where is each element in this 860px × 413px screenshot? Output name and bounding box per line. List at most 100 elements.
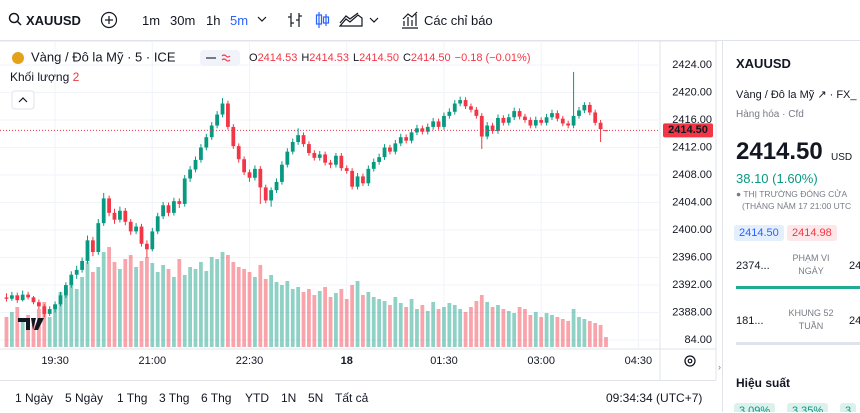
range-button[interactable]: 5 Ngày (65, 391, 104, 405)
interval[interactable]: 1h (206, 13, 221, 28)
add-symbol[interactable] (100, 11, 118, 29)
range-button[interactable]: 3 Thg (159, 391, 190, 405)
y-tick-label: 2408.00 (672, 169, 712, 181)
collapse-icon (18, 97, 28, 103)
range-button[interactable]: Tất cả (335, 391, 369, 405)
y-tick-label: 2420.00 (672, 86, 712, 98)
candle-body (258, 168, 263, 188)
candle-body (145, 243, 149, 250)
y-tick-label: 2392.00 (672, 279, 712, 291)
volume-bar (366, 292, 371, 347)
x-tick-label: 18 (341, 355, 353, 367)
x-tick-label: 21:00 (139, 355, 167, 367)
badge-icon (221, 54, 231, 62)
chart-style-icons[interactable] (288, 11, 388, 29)
candle-body (296, 135, 301, 143)
volume-bar (258, 265, 263, 347)
candle-body (506, 117, 511, 123)
symbol-logo (12, 52, 24, 64)
volume-bar (64, 287, 68, 347)
indicators-button[interactable]: Các chỉ báo (424, 13, 493, 28)
candle-body (550, 113, 554, 118)
y-tick-label: 2404.00 (672, 196, 712, 208)
search-icon[interactable] (8, 12, 22, 26)
candle-body (269, 190, 274, 201)
volume-bar (539, 317, 544, 347)
candle-body (398, 137, 403, 144)
bid: 2414.50 (734, 225, 784, 241)
candle-body (598, 122, 603, 130)
candle-body (36, 302, 41, 307)
candle-body (382, 147, 387, 158)
symbol[interactable]: XAUUSD (26, 13, 81, 28)
candle-body (188, 169, 193, 179)
range-button[interactable]: YTD (245, 391, 269, 405)
candle-body (420, 128, 425, 132)
ohlc-value: 2414.53 (309, 52, 349, 64)
collapse-button[interactable] (11, 90, 35, 110)
range-button[interactable]: 1N (281, 391, 297, 405)
volume-bar (150, 263, 155, 347)
volume-bar (263, 279, 268, 347)
range-button[interactable]: 6 Thg (201, 391, 232, 405)
candle-body (274, 181, 279, 191)
candle-body (485, 125, 490, 137)
candle-body (242, 159, 247, 173)
volume-bar (420, 305, 425, 347)
volume-bar (334, 293, 338, 347)
volume-bar (118, 269, 122, 347)
x-tick-label: 03:00 (527, 355, 555, 367)
settings-icon[interactable] (684, 355, 696, 367)
volume-bar (242, 269, 247, 347)
candle-body (193, 159, 198, 170)
volume-bar (101, 252, 106, 347)
year-range-high: 24 (849, 315, 860, 327)
candle-body (425, 126, 430, 132)
ohlc-key: C (403, 52, 411, 64)
candle-body (74, 269, 79, 275)
chart-title: Vàng / Đô la Mỹ · 5 · ICE (31, 49, 176, 64)
performance-value: 3.35% (787, 403, 829, 412)
volume-bar (226, 255, 230, 347)
volume-bar (20, 319, 25, 347)
volume-bar (253, 277, 257, 347)
panel-toggle[interactable]: › (718, 362, 721, 372)
volume-bar (371, 297, 376, 347)
indicators-icon[interactable] (401, 11, 419, 29)
volume-bar (593, 323, 598, 347)
dropdown-icon[interactable] (257, 15, 267, 23)
y-tick-label: 2416.00 (672, 114, 712, 126)
volume-bar (199, 262, 203, 347)
volume-bar (91, 272, 95, 347)
candle-body (544, 117, 549, 123)
candle-body (166, 205, 171, 213)
candle-body (571, 115, 576, 126)
range-button[interactable]: 5N (308, 391, 324, 405)
candle-body (58, 295, 63, 305)
y-tick-label: 2412.00 (672, 141, 712, 153)
candle-body (26, 294, 30, 298)
volume-bar (474, 301, 479, 347)
volume-bar (490, 307, 495, 347)
interval[interactable]: 5m (230, 13, 249, 28)
interval[interactable]: 1m (142, 13, 161, 28)
volume-bar (74, 289, 79, 347)
volume-bar (463, 312, 468, 347)
range-button[interactable]: 1 Thg (117, 391, 148, 405)
volume-bar (42, 302, 47, 347)
y-tick-label: 2396.00 (672, 251, 712, 263)
volume-bar (296, 287, 301, 347)
day-range-label: PHẠM VI NGÀY (792, 253, 830, 276)
volume-bar (560, 319, 565, 347)
chart: 2424.00 2420.00 2416.00 2412.00 2408.00 2404.… (0, 40, 718, 380)
status-badges[interactable] (200, 50, 240, 66)
range-button[interactable]: 1 Ngày (15, 391, 54, 405)
volume-bar (501, 309, 506, 347)
candle-body (31, 297, 36, 303)
volume-bar (479, 295, 484, 347)
candle-body (9, 295, 14, 299)
interval[interactable]: 30m (170, 13, 196, 28)
volume-bar (598, 325, 603, 347)
volume-bar (339, 289, 344, 347)
x-tick-label: 22:30 (236, 355, 264, 367)
